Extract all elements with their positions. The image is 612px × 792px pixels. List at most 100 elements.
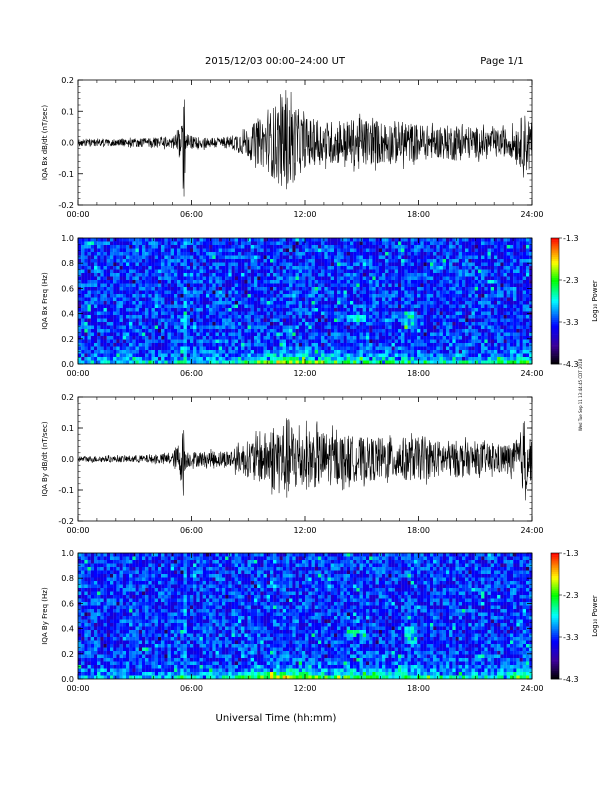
spectrogram-cell: [330, 287, 335, 291]
spectrogram-cell: [174, 353, 178, 358]
spectrogram-cell: [407, 241, 411, 246]
spectrogram-cell: [254, 325, 258, 330]
spectrogram-cell: [401, 262, 405, 267]
spectrogram-cell: [106, 346, 111, 351]
spectrogram-cell: [305, 287, 309, 291]
spectrogram-cell: [292, 339, 296, 344]
spectrogram-cell: [289, 297, 293, 302]
spectrogram-cell: [282, 276, 287, 281]
x-tick-label: 00:00: [66, 210, 89, 219]
spectrogram-cell: [196, 273, 200, 277]
spectrogram-cell: [215, 262, 219, 267]
spectrogram-cell: [455, 273, 459, 277]
spectrogram-cell: [183, 245, 187, 249]
spectrogram-cell: [270, 357, 274, 361]
spectrogram-cell: [238, 259, 242, 263]
spectrogram-cell: [446, 329, 450, 333]
spectrogram-cell: [500, 318, 504, 323]
spectrogram-cell: [183, 287, 187, 291]
spectrogram-cell: [401, 252, 405, 256]
spectrogram-cell: [324, 259, 328, 263]
spectrogram-cell: [497, 245, 501, 249]
spectrogram-cell: [311, 301, 315, 305]
spectrogram-raster: [78, 238, 533, 365]
spectrogram-cell: [196, 269, 200, 274]
spectrogram-cell: [196, 308, 200, 312]
spectrogram-cell: [439, 297, 443, 302]
spectrogram-cell: [135, 301, 139, 305]
spectrogram-cell: [487, 266, 491, 270]
spectrogram-cell: [158, 315, 162, 319]
spectrogram-cell: [378, 290, 383, 295]
spectrogram-cell: [113, 357, 117, 361]
spectrogram-cell: [215, 241, 219, 246]
spectrogram-cell: [362, 241, 367, 246]
spectrogram-cell: [417, 266, 421, 270]
spectrogram-cell: [366, 245, 370, 249]
spectrogram-cell: [484, 276, 488, 281]
spectrogram-cell: [170, 304, 175, 309]
spectrogram-cell: [106, 297, 111, 302]
spectrogram-cell: [158, 294, 162, 298]
spectrogram-cell: [324, 273, 328, 277]
spectrogram-cell: [292, 325, 296, 330]
spectrogram-cell: [167, 357, 171, 361]
spectrogram-cell: [446, 255, 450, 260]
spectrogram-cell: [190, 287, 194, 291]
spectrogram-cell: [318, 294, 322, 298]
spectrogram-cell: [375, 301, 379, 305]
spectrogram-cell: [84, 353, 88, 358]
spectrogram-cell: [225, 360, 229, 365]
spectrogram-cell: [257, 255, 261, 260]
spectrogram-cell: [292, 290, 296, 295]
spectrogram-cell: [225, 241, 229, 246]
spectrogram-cell: [202, 322, 207, 326]
spectrogram-cell: [145, 287, 149, 291]
spectrogram-cell: [474, 259, 479, 263]
spectrogram-cell: [202, 238, 207, 242]
spectrogram-cell: [81, 350, 85, 354]
spectrogram-cell: [404, 332, 408, 337]
spectrogram-cell: [366, 262, 370, 267]
spectrogram-cell: [305, 297, 309, 302]
spectrogram-cell: [209, 248, 213, 253]
spectrogram-cell: [260, 297, 264, 302]
spectrogram-cell: [394, 262, 399, 267]
spectrogram-cell: [132, 262, 136, 267]
spectrogram-cell: [138, 311, 143, 316]
spectrogram-cell: [305, 248, 309, 253]
spectrogram-cell: [308, 238, 312, 242]
spectrogram-cell: [100, 283, 104, 288]
spectrogram-cell: [369, 329, 373, 333]
spectrogram-cell: [270, 322, 274, 326]
spectrogram-cell: [222, 255, 226, 260]
spectrogram-cell: [148, 360, 152, 365]
spectrogram-cell: [154, 325, 159, 330]
spectrogram-cell: [135, 287, 139, 291]
spectrogram-cell: [289, 304, 293, 309]
spectrogram-cell: [308, 350, 312, 354]
spectrogram-cell: [183, 280, 187, 284]
spectrogram-cell: [330, 245, 335, 249]
spectrogram-cell: [494, 304, 498, 309]
spectrogram-cell: [487, 269, 491, 274]
spectrogram-cell: [199, 283, 203, 288]
spectrogram-cell: [167, 276, 171, 281]
spectrogram-cell: [311, 332, 315, 337]
spectrogram-cell: [218, 269, 223, 274]
spectrogram-cell: [423, 259, 427, 263]
spectrogram-cell: [186, 283, 191, 288]
spectrogram-cell: [186, 255, 191, 260]
spectrogram-cell: [78, 252, 82, 256]
spectrogram-cell: [414, 294, 418, 298]
spectrogram-cell: [196, 252, 200, 256]
spectrogram-cell: [462, 332, 466, 337]
spectrogram-cell: [372, 266, 376, 270]
spectrogram-cell: [142, 301, 146, 305]
spectrogram-cell: [122, 290, 127, 295]
spectrogram-cell: [318, 262, 322, 267]
spectrogram-cell: [103, 332, 107, 337]
spectrogram-cell: [385, 266, 389, 270]
spectrogram-cell: [375, 297, 379, 302]
spectrogram-cell: [260, 255, 264, 260]
